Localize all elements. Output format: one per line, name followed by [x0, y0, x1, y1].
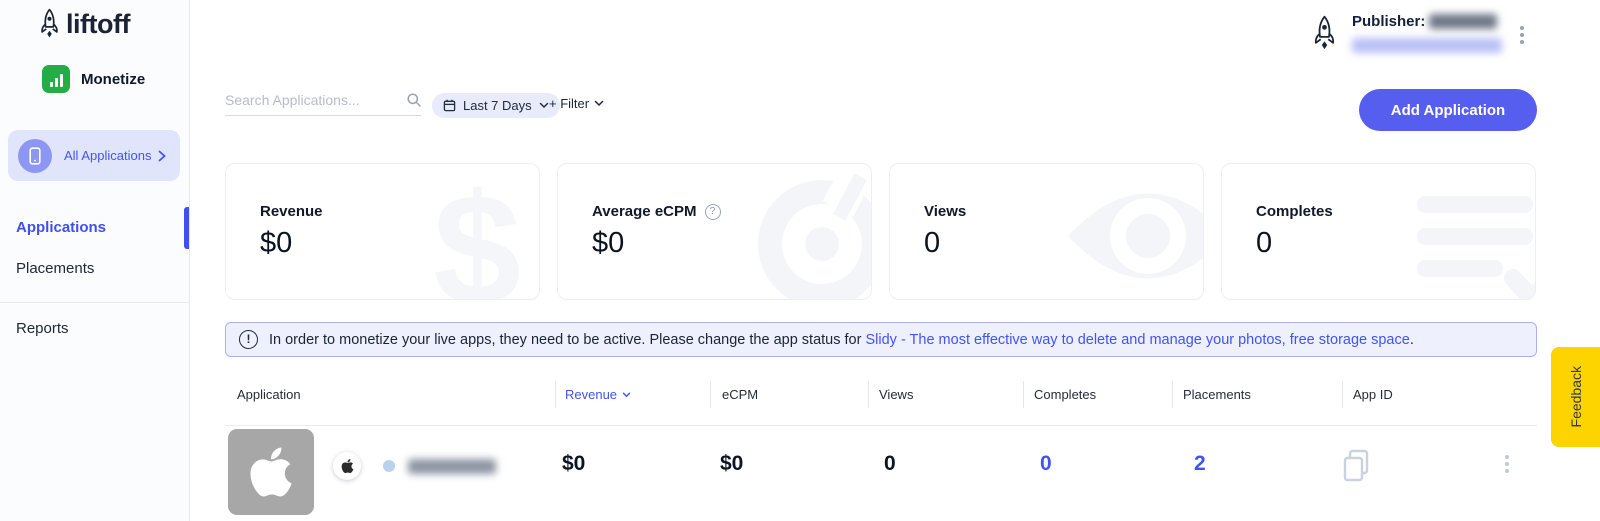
ios-platform-badge: [333, 452, 361, 480]
stat-card-completes: Completes 0: [1221, 163, 1536, 300]
sidebar: liftoff Monetize All Applications Applic…: [0, 0, 190, 521]
calendar-icon: [443, 99, 456, 112]
publisher-name-redacted: [1429, 14, 1498, 29]
apple-logo-icon: [250, 447, 292, 497]
list-check-watermark-icon: [1409, 196, 1535, 299]
alert-suffix: .: [1409, 331, 1414, 348]
cell-views: 0: [884, 452, 896, 475]
alert-message: In order to monetize your live apps, the…: [269, 331, 862, 348]
publisher-label: Publisher:: [1352, 13, 1426, 30]
stat-value: 0: [1256, 227, 1273, 259]
column-header-ecpm[interactable]: eCPM: [722, 387, 759, 402]
sort-chevron-down-icon: [622, 392, 631, 398]
column-header-placements[interactable]: Placements: [1183, 387, 1251, 402]
feedback-label: Feedback: [1567, 366, 1584, 428]
sidebar-item-reports[interactable]: Reports: [16, 320, 69, 337]
stat-label: Revenue: [260, 203, 323, 220]
all-applications-selector[interactable]: All Applications: [8, 130, 180, 181]
publisher-info: Publisher:: [1352, 13, 1498, 30]
alert-text: In order to monetize your live apps, the…: [269, 332, 1414, 348]
filter-label: + Filter: [549, 96, 590, 111]
sidebar-divider: [0, 302, 190, 303]
sidebar-item-applications[interactable]: Applications: [16, 219, 107, 236]
app-icon[interactable]: [228, 429, 314, 515]
phone-icon: [18, 138, 52, 173]
feedback-tab[interactable]: Feedback: [1551, 347, 1600, 447]
column-separator: [868, 381, 869, 408]
target-watermark-icon: [747, 166, 871, 299]
column-separator: [555, 381, 556, 408]
monetize-chart-icon: [42, 65, 70, 93]
chevron-right-icon: [158, 150, 166, 162]
all-applications-label: All Applications: [64, 148, 152, 163]
column-header-completes[interactable]: Completes: [1034, 387, 1097, 402]
stat-card-views: Views 0: [889, 163, 1204, 300]
active-nav-indicator: [184, 207, 189, 249]
column-header-application[interactable]: Application: [237, 387, 301, 402]
help-icon[interactable]: ?: [704, 203, 721, 220]
stat-card-revenue: $ Revenue $0: [225, 163, 540, 300]
publisher-rocket-icon: [1311, 15, 1338, 52]
column-header-label: Revenue: [565, 387, 618, 402]
cell-completes[interactable]: 0: [1040, 452, 1052, 475]
logo-text: liftoff: [66, 8, 130, 39]
app-name-redacted: [408, 459, 496, 474]
header-kebab-menu[interactable]: [1520, 26, 1524, 44]
add-application-button[interactable]: Add Application: [1359, 89, 1537, 131]
product-monetize: Monetize: [42, 65, 145, 93]
column-separator: [1172, 381, 1173, 408]
chevron-down-icon: [539, 102, 549, 109]
publisher-id-redacted: [1352, 38, 1502, 53]
column-header-views[interactable]: Views: [879, 387, 914, 402]
row-kebab-menu[interactable]: [1505, 455, 1509, 473]
dollar-watermark-icon: $: [433, 163, 521, 300]
cell-revenue: $0: [562, 452, 586, 475]
column-separator: [1342, 381, 1343, 408]
column-separator: [1023, 381, 1024, 408]
cell-ecpm: $0: [720, 452, 744, 475]
chevron-down-icon: [594, 100, 604, 107]
eye-watermark-icon: [1063, 176, 1203, 296]
column-header-revenue[interactable]: Revenue: [565, 387, 631, 402]
stat-value: $0: [592, 227, 625, 259]
cell-placements[interactable]: 2: [1194, 452, 1206, 475]
rocket-logo-icon: [38, 8, 61, 40]
sidebar-item-placements[interactable]: Placements: [16, 260, 95, 277]
status-alert-banner: ! In order to monetize your live apps, t…: [225, 322, 1537, 357]
date-range-label: Last 7 Days: [463, 98, 532, 113]
search-applications: [225, 92, 421, 116]
copy-app-id-icon[interactable]: [1341, 449, 1372, 483]
table-header-divider: [225, 425, 1537, 426]
filter-dropdown[interactable]: + Filter: [549, 96, 604, 111]
stat-label: Completes: [1256, 203, 1333, 220]
liftoff-logo[interactable]: liftoff: [38, 8, 130, 40]
stat-card-average-ecpm: Average eCPM ? $0: [557, 163, 872, 300]
column-header-app-id[interactable]: App ID: [1353, 387, 1393, 402]
stat-value: 0: [924, 227, 941, 259]
stat-value: $0: [260, 227, 293, 259]
search-input[interactable]: [225, 92, 406, 108]
status-dot: [383, 460, 395, 472]
apple-logo-icon: [341, 459, 353, 473]
app-status-link[interactable]: Slidy - The most effective way to delete…: [865, 331, 1410, 348]
search-icon[interactable]: [406, 92, 422, 108]
product-label: Monetize: [81, 70, 146, 88]
stat-label: Views: [924, 203, 967, 220]
column-separator: [710, 381, 711, 408]
stat-label: Average eCPM: [592, 203, 697, 220]
date-range-dropdown[interactable]: Last 7 Days: [432, 93, 560, 118]
alert-exclamation-icon: !: [239, 330, 258, 349]
